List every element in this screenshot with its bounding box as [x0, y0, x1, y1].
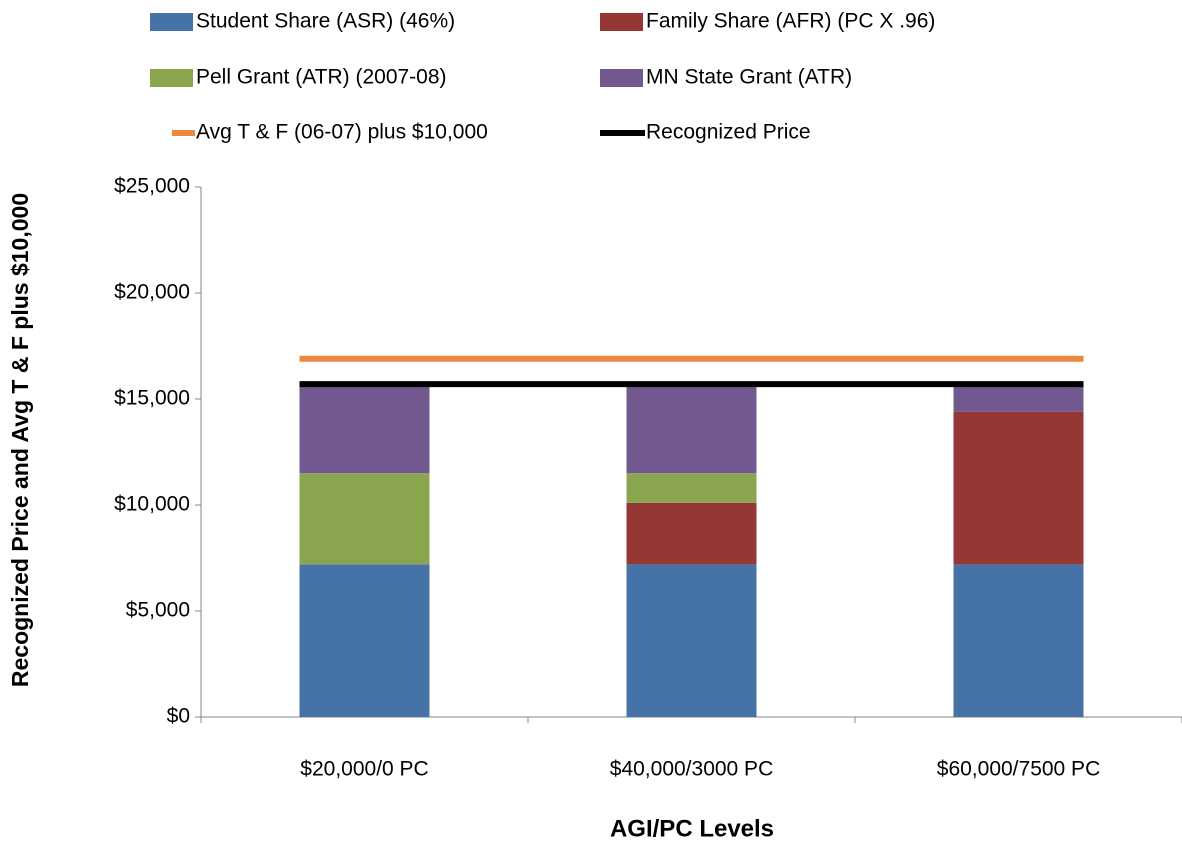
legend-swatch: [150, 13, 193, 31]
y-axis-title: Recognized Price and Avg T & F plus $10,…: [7, 193, 33, 687]
bar-segment: [626, 473, 757, 503]
legend-label: Recognized Price: [646, 121, 811, 144]
legend-swatch: [600, 69, 643, 87]
x-tick-label: $60,000/7500 PC: [937, 758, 1100, 781]
legend-label: Student Share (ASR) (46%): [196, 10, 455, 33]
bar-segment: [626, 502, 757, 565]
bar-segment: [626, 564, 757, 717]
legend-swatch: [150, 69, 193, 87]
y-tick-label: $25,000: [114, 175, 190, 198]
y-tick-label: $0: [167, 705, 190, 728]
legend-label: MN State Grant (ATR): [646, 66, 852, 89]
bar-segment: [626, 384, 757, 474]
bar-segment: [953, 384, 1084, 412]
bar-segment: [299, 564, 430, 717]
y-tick-label: $10,000: [114, 493, 190, 516]
legend-label: Avg T & F (06-07) plus $10,000: [196, 121, 488, 144]
bar-segment: [953, 564, 1084, 717]
bar-segment: [953, 411, 1084, 565]
x-tick-label: $20,000/0 PC: [300, 758, 428, 781]
bar-segment: [299, 384, 430, 474]
bar-segment: [299, 473, 430, 565]
y-tick-label: $20,000: [114, 281, 190, 304]
legend-swatch: [600, 13, 643, 31]
y-tick-label: $5,000: [126, 599, 190, 622]
x-tick-label: $40,000/3000 PC: [610, 758, 773, 781]
x-axis-title: AGI/PC Levels: [610, 815, 774, 842]
y-tick-label: $15,000: [114, 387, 190, 410]
legend-label: Family Share (AFR) (PC X .96): [646, 10, 935, 33]
legend-label: Pell Grant (ATR) (2007-08): [196, 66, 447, 89]
